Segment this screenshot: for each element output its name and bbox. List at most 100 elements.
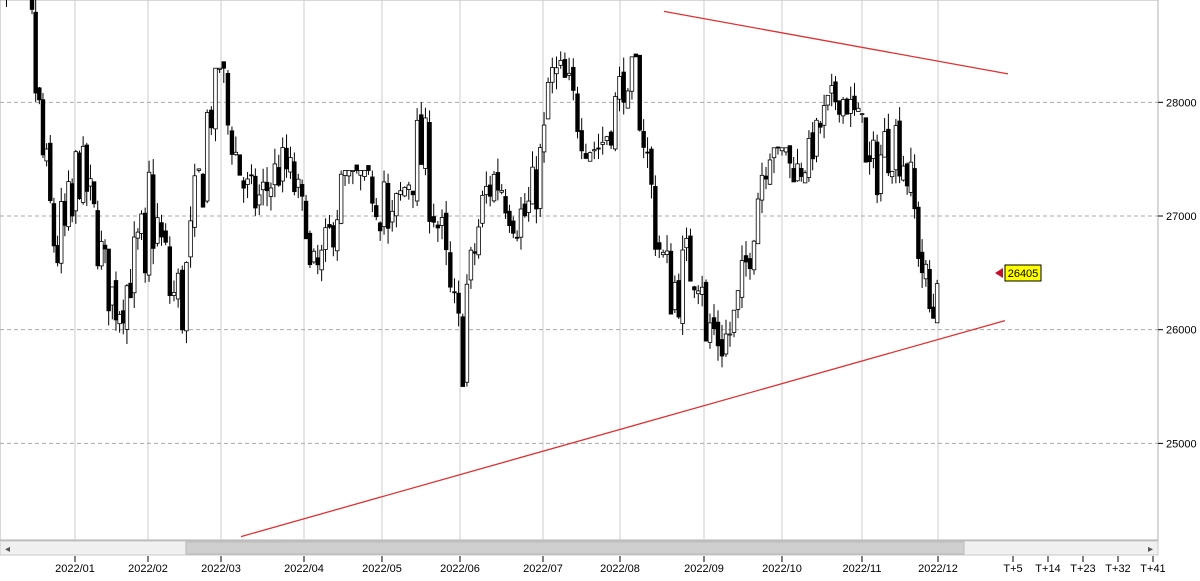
scrollbar-thumb[interactable] bbox=[185, 541, 965, 555]
candle-body bbox=[897, 120, 902, 177]
candle-body bbox=[385, 183, 391, 229]
candle-body bbox=[923, 263, 929, 280]
candle-body bbox=[715, 321, 721, 347]
candle-body bbox=[362, 170, 367, 177]
x-tick-label: 2022/11 bbox=[843, 563, 882, 575]
candle-body bbox=[893, 125, 899, 171]
x-tick-label: 2022/09 bbox=[684, 563, 724, 575]
candle-body bbox=[468, 249, 474, 281]
candle-body bbox=[829, 85, 834, 94]
scroll-left-arrow-icon[interactable]: ◂ bbox=[5, 544, 10, 555]
candle-body bbox=[530, 166, 535, 205]
candle-body bbox=[99, 241, 104, 267]
candle-body bbox=[196, 168, 202, 171]
x-tick-label: T+32 bbox=[1105, 563, 1130, 575]
candle-body bbox=[739, 260, 745, 298]
candle-body bbox=[110, 286, 115, 306]
candle-body bbox=[77, 152, 82, 200]
candle-body bbox=[292, 161, 297, 193]
candle-body bbox=[406, 184, 412, 190]
candle-body bbox=[767, 159, 773, 185]
candle-body bbox=[571, 66, 576, 91]
candle-body bbox=[874, 141, 880, 196]
candle-body bbox=[460, 316, 465, 387]
candle-body bbox=[106, 248, 111, 312]
candle-body bbox=[121, 310, 126, 324]
candle-body bbox=[66, 181, 71, 228]
candle-body bbox=[284, 147, 289, 170]
candle-body bbox=[311, 250, 317, 263]
candle-body bbox=[558, 60, 563, 66]
candle-body bbox=[200, 173, 206, 208]
candle-body bbox=[88, 178, 93, 187]
candle-body bbox=[499, 190, 504, 193]
candle-body bbox=[763, 175, 769, 180]
candle-body bbox=[545, 82, 551, 120]
candle-body bbox=[783, 147, 789, 153]
candle-body bbox=[159, 222, 164, 238]
candle-body bbox=[192, 175, 197, 228]
candle-body bbox=[676, 280, 681, 318]
candle-body bbox=[188, 220, 193, 258]
candle-body bbox=[142, 212, 148, 274]
candle-body bbox=[335, 219, 340, 252]
candle-body bbox=[354, 164, 359, 171]
candle-body bbox=[617, 76, 622, 100]
candles-group bbox=[5, 0, 940, 387]
candle-body bbox=[84, 144, 89, 192]
candle-body bbox=[844, 98, 850, 115]
candle-body bbox=[848, 99, 853, 114]
candle-body bbox=[139, 213, 144, 234]
candle-body bbox=[245, 178, 250, 185]
candle-body bbox=[427, 122, 432, 222]
candle-body bbox=[696, 290, 701, 295]
candle-body bbox=[423, 117, 428, 169]
candle-body bbox=[233, 151, 239, 156]
candle-body bbox=[128, 282, 133, 299]
candle-body bbox=[237, 154, 242, 176]
candle-body bbox=[688, 235, 693, 282]
candle-body bbox=[288, 157, 293, 173]
candle-body bbox=[541, 124, 547, 153]
candle-body bbox=[641, 131, 646, 148]
candle-body bbox=[151, 174, 156, 249]
candle-body bbox=[707, 322, 713, 343]
candle-body bbox=[791, 168, 796, 183]
candle-body bbox=[583, 153, 589, 159]
x-tick-label: T+41 bbox=[1140, 563, 1165, 575]
candle-body bbox=[29, 0, 35, 10]
candle-body bbox=[859, 113, 865, 116]
candle-body bbox=[668, 250, 674, 315]
x-tick-label: T+23 bbox=[1070, 563, 1095, 575]
candle-body bbox=[410, 190, 416, 196]
candle-body bbox=[73, 151, 79, 212]
candle-body bbox=[522, 203, 528, 217]
candle-body bbox=[124, 285, 130, 330]
candle-body bbox=[526, 200, 531, 213]
candle-body bbox=[171, 292, 177, 296]
candle-body bbox=[80, 145, 86, 203]
candle-body bbox=[621, 71, 626, 103]
candle-body bbox=[645, 151, 650, 154]
candle-body bbox=[331, 225, 336, 248]
candle-body bbox=[350, 170, 356, 172]
x-axis: 2022/01 2022/02 2022/03 2022/04 2022/05 2022/… bbox=[55, 556, 1166, 575]
candle-body bbox=[814, 119, 819, 157]
candle-body bbox=[916, 206, 921, 259]
candle-body bbox=[806, 138, 812, 178]
candle-body bbox=[307, 232, 313, 266]
candle-body bbox=[370, 176, 375, 204]
candle-body bbox=[253, 175, 258, 209]
candle-body bbox=[132, 236, 137, 294]
horizontal-scrollbar[interactable]: ◂ ▸ bbox=[0, 540, 1159, 556]
candle-body bbox=[692, 286, 697, 291]
candle-body bbox=[303, 200, 309, 240]
scroll-right-arrow-icon[interactable]: ▸ bbox=[1148, 544, 1153, 555]
candle-body bbox=[566, 72, 572, 76]
candle-body bbox=[735, 290, 741, 310]
candle-body bbox=[95, 210, 100, 267]
x-tick-label: 2022/03 bbox=[201, 563, 241, 575]
candle-body bbox=[472, 251, 477, 254]
candle-body bbox=[660, 251, 666, 256]
